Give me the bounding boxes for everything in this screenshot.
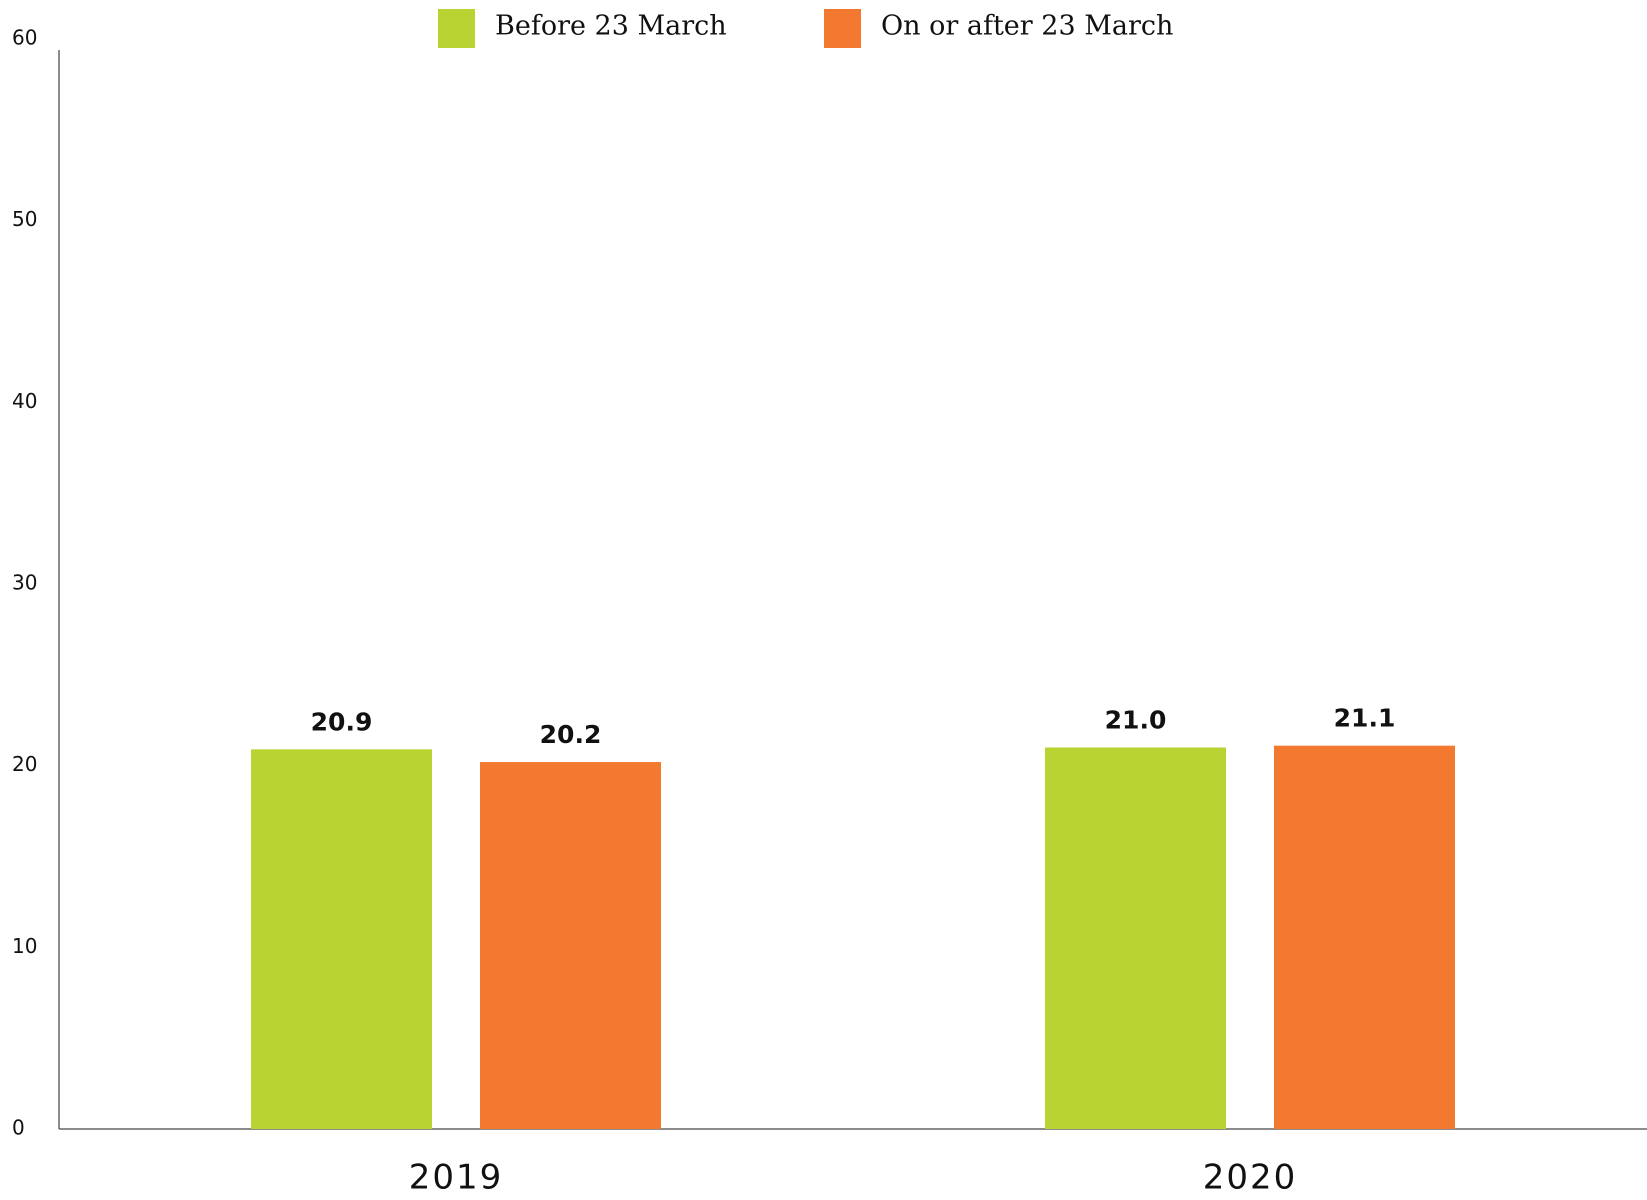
legend-label: On or after 23 March xyxy=(881,11,1173,42)
value-label: 21.0 xyxy=(1105,706,1167,735)
bar xyxy=(251,749,432,1129)
x-tick-label: 2020 xyxy=(1203,1158,1298,1198)
bar xyxy=(1274,745,1455,1129)
y-tick-label: 30 xyxy=(12,571,37,595)
bar xyxy=(1045,747,1226,1129)
y-tick-label: 50 xyxy=(12,207,37,231)
value-label: 20.2 xyxy=(540,720,602,749)
x-tick-label: 2019 xyxy=(409,1158,504,1198)
legend-swatch xyxy=(438,9,475,48)
y-tick-label: 0 xyxy=(12,1116,25,1140)
legend-label: Before 23 March xyxy=(495,11,727,42)
y-tick-label: 60 xyxy=(12,26,37,50)
y-tick-label: 20 xyxy=(12,752,37,776)
y-tick-label: 10 xyxy=(12,934,37,958)
value-label: 21.1 xyxy=(1334,704,1396,733)
y-tick-label: 40 xyxy=(12,389,37,413)
bar xyxy=(480,762,661,1129)
legend-swatch xyxy=(824,9,861,48)
value-label: 20.9 xyxy=(311,707,373,736)
